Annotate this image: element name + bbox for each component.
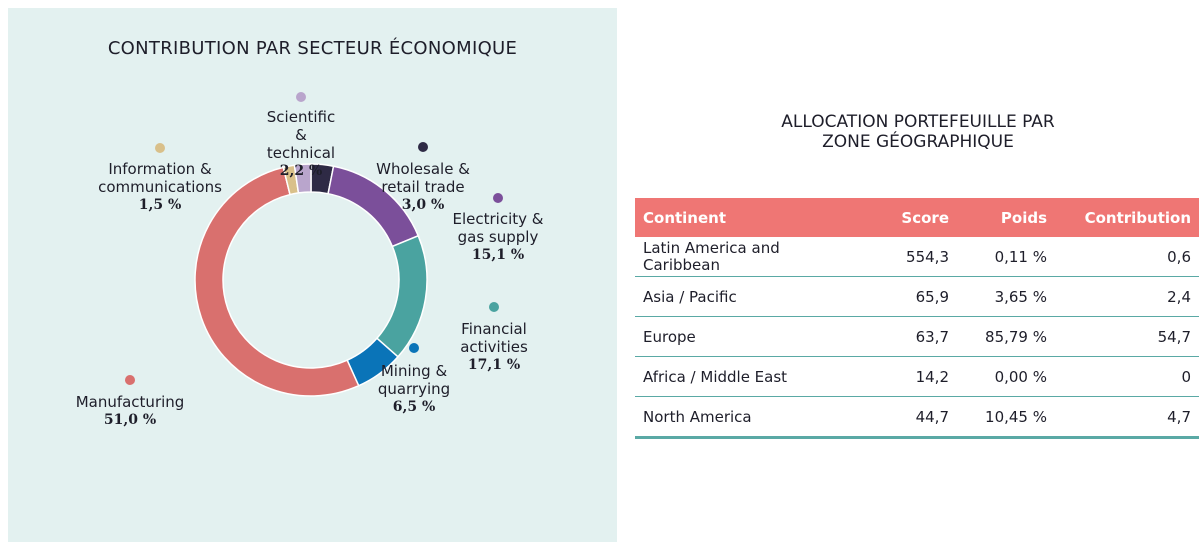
- cell-text: Asia / Pacific: [643, 287, 737, 306]
- segment-value: 51,0 %: [103, 412, 157, 428]
- segment-label: Manufacturing 51,0 %: [60, 393, 200, 429]
- table-row: Asia / Pacific 65,9 3,65 % 2,4: [635, 276, 1199, 317]
- segment-label: Scientific & technical 2,2 %: [261, 108, 341, 180]
- cell-text: 63,7: [915, 327, 949, 346]
- table-cell: 0: [1055, 356, 1199, 397]
- cell-text: 554,3: [906, 247, 949, 266]
- table-cell: 14,2: [841, 356, 957, 397]
- table-cell: 3,65 %: [957, 276, 1055, 317]
- segment-value: 3,0 %: [401, 197, 445, 213]
- table-row: Latin America and Caribbean 554,3 0,11 % 0,…: [635, 237, 1199, 277]
- table-cell: 54,7: [1055, 316, 1199, 357]
- segment-value: 15,1 %: [471, 247, 525, 263]
- table-cell: Latin America and Caribbean: [635, 237, 841, 277]
- donut-chart: [194, 163, 428, 397]
- cell-text: 3,65 %: [994, 287, 1047, 306]
- segment-label: Mining & quarrying 6,5 %: [359, 362, 469, 416]
- cell-text: 0: [1181, 367, 1191, 386]
- header-cell: Poids: [957, 198, 1055, 237]
- legend-dot: [296, 92, 306, 102]
- header-cell: Continent: [635, 198, 841, 237]
- chart-title: CONTRIBUTION PAR SECTEUR ÉCONOMIQUE: [107, 38, 518, 59]
- table-cell: 44,7: [841, 396, 957, 439]
- header-cell: Contribution: [1055, 198, 1199, 237]
- cell-text: 0,6: [1167, 247, 1191, 266]
- segment-label: Wholesale & retail trade 3,0 %: [364, 160, 482, 214]
- donut-segment: [375, 234, 428, 358]
- header-cell: Score: [841, 198, 957, 237]
- cell-text: 54,7: [1157, 327, 1191, 346]
- segment-value: 17,1 %: [467, 357, 521, 373]
- table-cell: Africa / Middle East: [635, 356, 841, 397]
- legend-dot: [418, 142, 428, 152]
- table-cell: 4,7: [1055, 396, 1199, 439]
- header-row: Continent Score Poids Contribution: [635, 198, 1199, 237]
- table-cell: 10,45 %: [957, 396, 1055, 439]
- table-cell: 65,9: [841, 276, 957, 317]
- donut-segment: [293, 163, 312, 194]
- table-cell: 0,6: [1055, 237, 1199, 277]
- segment-label: Financial activities 17,1 %: [444, 320, 544, 374]
- cell-text: 44,7: [915, 407, 949, 426]
- cell-text: 65,9: [915, 287, 949, 306]
- segment-name: Mining & quarrying: [377, 362, 451, 398]
- cell-text: 14,2: [915, 367, 949, 386]
- cell-text: 2,4: [1167, 287, 1191, 306]
- donut-segment: [194, 166, 360, 397]
- cell-text: 85,79 %: [985, 327, 1047, 346]
- table-row: Europe 63,7 85,79 % 54,7: [635, 316, 1199, 357]
- table-title-text: ALLOCATION PORTEFEUILLE PAR ZONE GÉOGRAP…: [781, 112, 1055, 152]
- cell-text: Africa / Middle East: [643, 367, 788, 386]
- table-row: Africa / Middle East 14,2 0,00 % 0: [635, 356, 1199, 397]
- cell-text: 4,7: [1167, 407, 1191, 426]
- cell-text: North America: [643, 407, 752, 426]
- table-cell: 2,4: [1055, 276, 1199, 317]
- segment-name: Financial activities: [460, 320, 528, 356]
- table-cell: Asia / Pacific: [635, 276, 841, 317]
- legend-dot: [409, 343, 419, 353]
- segment-value: 1,5 %: [138, 197, 182, 213]
- table-cell: Europe: [635, 316, 841, 357]
- table-cell: 0,00 %: [957, 356, 1055, 397]
- table-cell: 85,79 %: [957, 316, 1055, 357]
- cell-text: Europe: [643, 327, 696, 346]
- segment-name: Electricity & gas supply: [452, 210, 544, 246]
- table-cell: 554,3: [841, 237, 957, 277]
- segment-name: Manufacturing: [75, 393, 185, 411]
- table-title: ALLOCATION PORTEFEUILLE PAR ZONE GÉOGRAP…: [640, 112, 1196, 152]
- legend-dot: [155, 143, 165, 153]
- legend-dot: [489, 302, 499, 312]
- table-cell: 0,11 %: [957, 237, 1055, 277]
- table-row: North America 44,7 10,45 % 4,7: [635, 396, 1199, 439]
- segment-label: Information & communications 1,5 %: [85, 160, 235, 214]
- cell-text: 0,00 %: [994, 367, 1047, 386]
- segment-value: 2,2 %: [279, 163, 323, 179]
- segment-label: Electricity & gas supply 15,1 %: [442, 210, 554, 264]
- cell-text: 0,11 %: [994, 247, 1047, 266]
- table-cell: North America: [635, 396, 841, 439]
- cell-text: 10,45 %: [985, 407, 1047, 426]
- cell-text: Latin America and Caribbean: [643, 238, 780, 274]
- chart-panel: CONTRIBUTION PAR SECTEUR ÉCONOMIQUE Whol…: [8, 8, 617, 542]
- segment-name: Scientific & technical: [266, 108, 336, 162]
- segment-name: Information & communications: [98, 160, 222, 196]
- legend-dot: [125, 375, 135, 385]
- allocation-table: Continent Score Poids Contribution Latin Ame…: [635, 198, 1199, 439]
- table-cell: 63,7: [841, 316, 957, 357]
- legend-dot: [493, 193, 503, 203]
- segment-name: Wholesale & retail trade: [376, 160, 470, 196]
- segment-value: 6,5 %: [392, 399, 436, 415]
